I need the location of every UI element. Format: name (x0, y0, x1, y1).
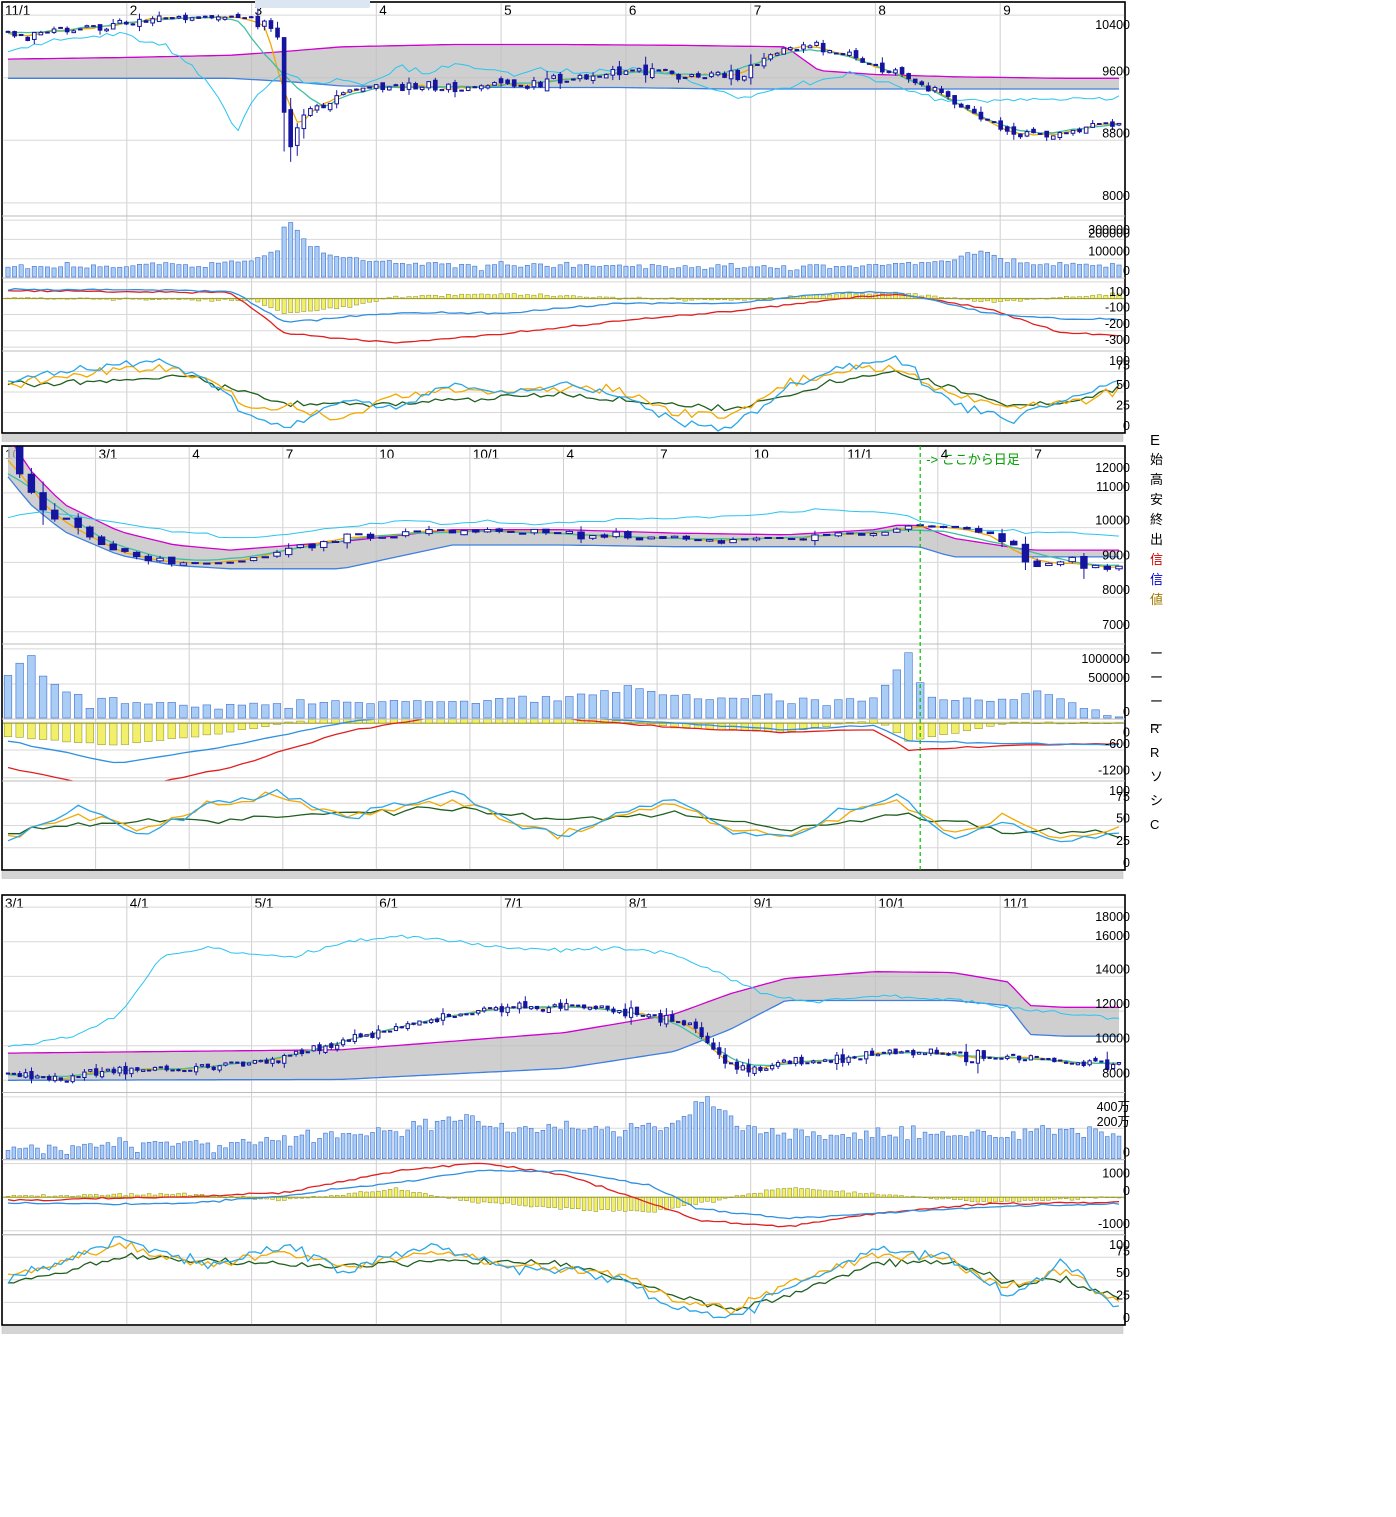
svg-text:100000: 100000 (1088, 245, 1130, 259)
svg-text:出: 出 (1150, 532, 1163, 547)
svg-text:-200: -200 (1105, 317, 1130, 331)
svg-text:75: 75 (1116, 359, 1130, 373)
svg-text:3/1: 3/1 (99, 447, 118, 462)
svg-text:1000: 1000 (1102, 1167, 1130, 1181)
svg-text:400万: 400万 (1097, 1100, 1130, 1114)
svg-text:ソ: ソ (1150, 769, 1163, 784)
svg-text:0: 0 (1123, 264, 1130, 278)
svg-text:12000: 12000 (1095, 997, 1130, 1011)
svg-text:16000: 16000 (1095, 929, 1130, 943)
svg-text:8000: 8000 (1102, 583, 1130, 597)
svg-text:12000: 12000 (1095, 461, 1130, 475)
svg-text:-> ここから日足: -> ここから日足 (926, 452, 1020, 467)
svg-text:6: 6 (629, 3, 637, 18)
svg-text:値: 値 (1150, 592, 1163, 607)
svg-text:信: 信 (1150, 572, 1163, 587)
svg-text:終: 終 (1150, 512, 1163, 527)
svg-text:10/1: 10/1 (878, 896, 904, 911)
svg-text:10/1: 10/1 (473, 447, 499, 462)
svg-text:9: 9 (1003, 3, 1011, 18)
svg-text:4: 4 (192, 447, 200, 462)
svg-text:25: 25 (1116, 834, 1130, 848)
svg-text:7: 7 (660, 447, 668, 462)
svg-text:C: C (1150, 817, 1159, 832)
svg-text:9000: 9000 (1102, 548, 1130, 562)
svg-text:5/1: 5/1 (255, 896, 274, 911)
svg-text:11/1: 11/1 (847, 447, 872, 462)
svg-text:8000: 8000 (1102, 189, 1130, 203)
svg-text:50: 50 (1116, 378, 1130, 392)
svg-text:10000: 10000 (1095, 1032, 1130, 1046)
svg-text:11000: 11000 (1096, 480, 1130, 494)
svg-text:始: 始 (1150, 452, 1163, 467)
svg-text:0: 0 (1123, 1311, 1130, 1325)
svg-text:R: R (1150, 745, 1159, 760)
svg-text:50: 50 (1116, 1266, 1130, 1280)
svg-text:7: 7 (286, 447, 294, 462)
svg-text:4: 4 (379, 3, 387, 18)
svg-text:E: E (1150, 432, 1160, 449)
svg-text:75: 75 (1116, 790, 1130, 804)
svg-text:-300: -300 (1105, 333, 1130, 347)
svg-text:信: 信 (1150, 552, 1163, 567)
svg-text:14000: 14000 (1095, 962, 1130, 976)
svg-text:5: 5 (504, 3, 512, 18)
svg-text:8800: 8800 (1102, 126, 1130, 140)
svg-text:7: 7 (1034, 447, 1042, 462)
svg-text:50: 50 (1116, 812, 1130, 826)
svg-text:500000: 500000 (1088, 671, 1130, 685)
svg-text:6/1: 6/1 (379, 896, 398, 911)
svg-text:0: 0 (1123, 285, 1130, 299)
svg-text:9600: 9600 (1102, 65, 1130, 79)
svg-text:25: 25 (1116, 399, 1130, 413)
svg-text:2: 2 (130, 3, 138, 18)
svg-text:9/1: 9/1 (754, 896, 773, 911)
svg-text:0: 0 (1123, 419, 1130, 433)
svg-text:ー: ー (1150, 694, 1163, 709)
svg-text:安: 安 (1150, 492, 1163, 507)
svg-text:-600: -600 (1105, 737, 1130, 751)
svg-text:8/1: 8/1 (629, 896, 648, 911)
svg-text:8000: 8000 (1102, 1066, 1130, 1080)
svg-text:8: 8 (878, 3, 886, 18)
svg-text:200万: 200万 (1097, 1115, 1130, 1129)
svg-text:7000: 7000 (1102, 618, 1130, 632)
svg-text:7/1: 7/1 (504, 896, 523, 911)
svg-text:0: 0 (1123, 856, 1130, 870)
svg-text:-1200: -1200 (1098, 764, 1130, 778)
svg-text:-100: -100 (1105, 301, 1130, 315)
svg-text:7: 7 (754, 3, 762, 18)
svg-text:-1000: -1000 (1098, 1217, 1130, 1231)
svg-text:4: 4 (567, 447, 575, 462)
svg-text:0: 0 (1123, 705, 1130, 719)
svg-text:75: 75 (1116, 1244, 1130, 1258)
svg-text:高: 高 (1150, 472, 1163, 487)
svg-text:3/1: 3/1 (5, 896, 24, 911)
svg-text:200000: 200000 (1088, 226, 1130, 240)
svg-text:25: 25 (1116, 1288, 1130, 1302)
svg-text:10000: 10000 (1095, 514, 1130, 528)
svg-text:10: 10 (379, 447, 394, 462)
svg-text:R: R (1150, 721, 1159, 736)
svg-text:11/1: 11/1 (1003, 896, 1028, 911)
svg-text:ー: ー (1150, 646, 1163, 661)
svg-text:10: 10 (754, 447, 769, 462)
svg-text:1000000: 1000000 (1081, 652, 1130, 666)
svg-text:18000: 18000 (1095, 910, 1130, 924)
svg-text:10400: 10400 (1095, 18, 1130, 32)
svg-text:0: 0 (1123, 1146, 1130, 1160)
svg-text:0: 0 (1123, 1184, 1130, 1198)
svg-text:シ: シ (1150, 793, 1163, 808)
svg-text:11/1: 11/1 (5, 3, 30, 18)
svg-text:4/1: 4/1 (130, 896, 149, 911)
svg-text:ー: ー (1150, 670, 1163, 685)
